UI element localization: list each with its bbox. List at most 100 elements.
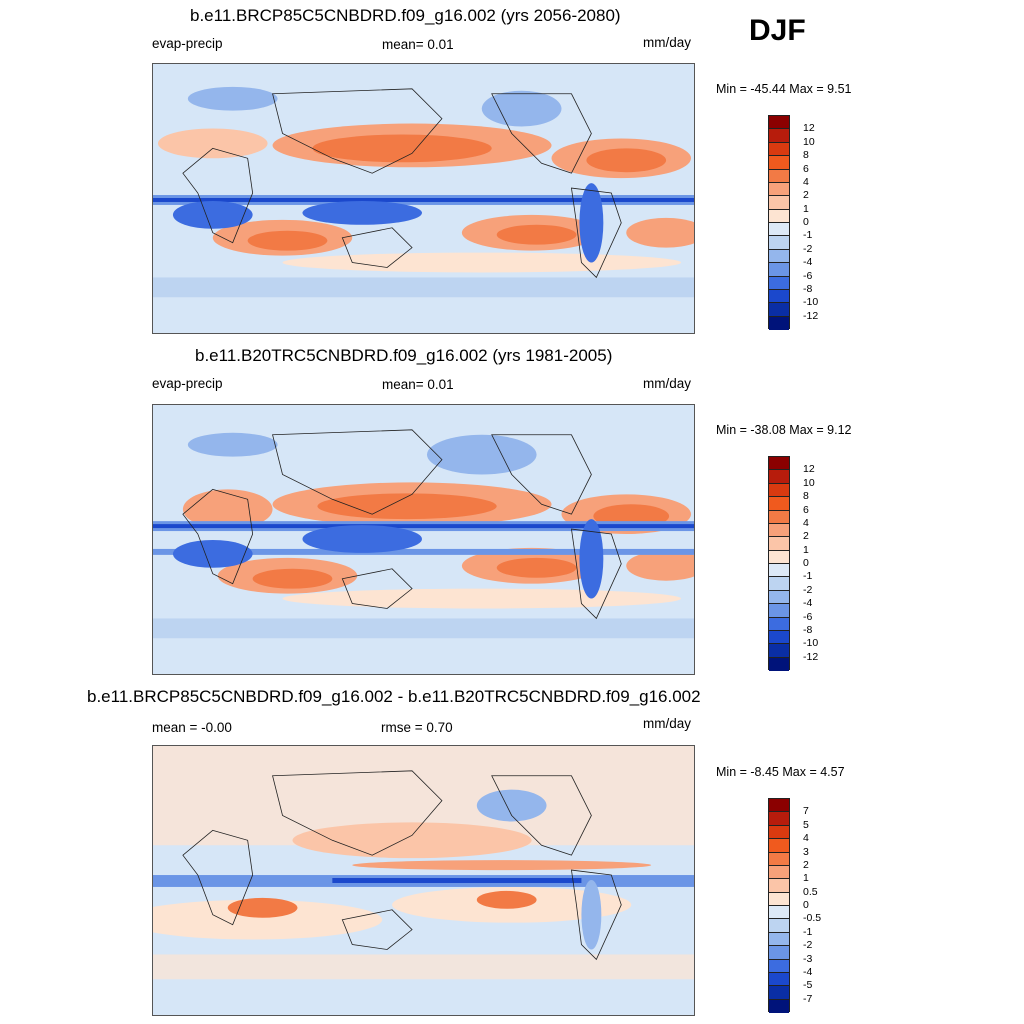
- colorbar-swatch: [769, 657, 789, 671]
- panel-3-rmse: rmse = 0.70: [381, 720, 453, 735]
- panel-2-colorbar-label: 2: [803, 530, 809, 543]
- colorbar-swatch: [769, 470, 789, 484]
- panel-3-colorbar-label: -4: [803, 965, 813, 978]
- panel-2-colorbar-label: 1: [803, 543, 809, 556]
- panel-2-variable: evap-precip: [152, 376, 223, 391]
- panel-1-colorbar: [768, 115, 790, 330]
- colorbar-swatch: [769, 537, 789, 551]
- colorbar-swatch: [769, 289, 789, 304]
- panel-3-colorbar-label: 4: [803, 832, 809, 845]
- panel-2-colorbar-label: 8: [803, 490, 809, 503]
- colorbar-swatch: [769, 263, 789, 277]
- colorbar-swatch: [769, 879, 789, 893]
- colorbar-swatch: [769, 223, 789, 237]
- panel-1-colorbar-label: 10: [803, 135, 815, 148]
- panel-3-colorbar-label: -3: [803, 952, 813, 965]
- panel-2-colorbar-label: -10: [803, 637, 819, 650]
- colorbar-swatch: [769, 209, 789, 223]
- colorbar-swatch: [769, 142, 789, 157]
- colorbar-swatch: [769, 865, 789, 880]
- colorbar-swatch: [769, 852, 789, 866]
- panel-3-units: mm/day: [643, 716, 692, 731]
- panel-2-colorbar-label: -6: [803, 610, 813, 623]
- colorbar-swatch: [769, 316, 789, 330]
- colorbar-swatch: [769, 236, 789, 250]
- colorbar-swatch: [769, 906, 789, 920]
- colorbar-swatch: [769, 276, 789, 290]
- colorbar-swatch: [769, 156, 789, 170]
- panel-3-colorbar-label: 2: [803, 858, 809, 871]
- colorbar-swatch: [769, 196, 789, 210]
- season-label: DJF: [749, 14, 806, 47]
- panel-3-colorbar-label: -5: [803, 979, 813, 992]
- colorbar-swatch: [769, 169, 789, 183]
- panel-2-colorbar-label: 10: [803, 476, 815, 489]
- panel-1-colorbar-label: 0: [803, 216, 809, 228]
- panel-2-colorbar-label: 6: [803, 503, 809, 516]
- panel-1-colorbar-label: 6: [803, 162, 809, 175]
- colorbar-swatch: [769, 303, 789, 317]
- panel-3-colorbar-label: 7: [803, 805, 809, 818]
- panel-2-colorbar: [768, 456, 790, 671]
- panel-3-colorbar-label: 0.5: [803, 885, 818, 898]
- panel-3-colorbar-label: -0.5: [803, 912, 822, 925]
- panel-1-colorbar-label: -8: [803, 282, 813, 295]
- panel-3-colorbar-label: 0: [803, 899, 809, 911]
- panel-3-colorbar-label: 1: [803, 872, 809, 885]
- colorbar-swatch: [769, 483, 789, 498]
- panel-3-colorbar-label: -2: [803, 939, 813, 952]
- panel-1-colorbar-label: -4: [803, 256, 813, 269]
- panel-2-colorbar-label: -12: [803, 650, 819, 663]
- panel-2-map: [152, 404, 695, 675]
- colorbar-swatch: [769, 946, 789, 960]
- colorbar-swatch: [769, 986, 789, 1000]
- panel-2-colorbar-label: -4: [803, 597, 813, 610]
- colorbar-swatch: [769, 523, 789, 538]
- panel-3-mean: mean = -0.00: [152, 720, 232, 735]
- panel-2-units: mm/day: [643, 376, 692, 391]
- colorbar-swatch: [769, 617, 789, 631]
- panel-1-colorbar-label: -10: [803, 296, 819, 309]
- panel-3-colorbar: [768, 798, 790, 1013]
- panel-3-colorbar-label: -1: [803, 925, 813, 938]
- panel-1-colorbar-label: 4: [803, 175, 809, 188]
- panel-1-colorbar-label: 8: [803, 149, 809, 162]
- colorbar-swatch: [769, 959, 789, 973]
- panel-1-colorbar-label: 2: [803, 189, 809, 202]
- colorbar-swatch: [769, 825, 789, 840]
- panel-3-minmax: Min = -8.45 Max = 4.57: [716, 765, 845, 779]
- panel-1-colorbar-label: -12: [803, 309, 819, 322]
- panel-3-title: b.e11.BRCP85C5CNBDRD.f09_g16.002 - b.e11…: [87, 687, 701, 706]
- panel-3-colorbar-label: -7: [803, 992, 813, 1005]
- colorbar-swatch: [769, 129, 789, 143]
- colorbar-swatch: [769, 812, 789, 826]
- panel-1-colorbar-label: -1: [803, 229, 813, 242]
- panel-2-colorbar-label: -1: [803, 570, 813, 583]
- colorbar-swatch: [769, 972, 789, 987]
- panel-1-colorbar-label: -2: [803, 242, 813, 255]
- colorbar-swatch: [769, 799, 789, 813]
- panel-1-colorbar-label: 12: [803, 122, 815, 135]
- colorbar-swatch: [769, 249, 789, 264]
- panel-2-mean: mean= 0.01: [382, 377, 454, 392]
- panel-2-colorbar-label: 4: [803, 516, 809, 529]
- colorbar-swatch: [769, 116, 789, 130]
- panel-1-colorbar-label: -6: [803, 269, 813, 282]
- panel-2-minmax: Min = -38.08 Max = 9.12: [716, 423, 852, 437]
- colorbar-swatch: [769, 497, 789, 511]
- colorbar-swatch: [769, 630, 789, 645]
- panel-1-map: [152, 63, 695, 334]
- colorbar-swatch: [769, 564, 789, 578]
- colorbar-swatch: [769, 932, 789, 947]
- panel-2-colorbar-label: 0: [803, 557, 809, 569]
- panel-1-minmax: Min = -45.44 Max = 9.51: [716, 82, 852, 96]
- colorbar-swatch: [769, 550, 789, 564]
- panel-3-map: [152, 745, 695, 1016]
- colorbar-swatch: [769, 577, 789, 591]
- panel-1-colorbar-label: 1: [803, 202, 809, 215]
- colorbar-swatch: [769, 919, 789, 933]
- colorbar-swatch: [769, 510, 789, 524]
- colorbar-swatch: [769, 892, 789, 906]
- panel-1-variable: evap-precip: [152, 36, 223, 51]
- colorbar-swatch: [769, 644, 789, 658]
